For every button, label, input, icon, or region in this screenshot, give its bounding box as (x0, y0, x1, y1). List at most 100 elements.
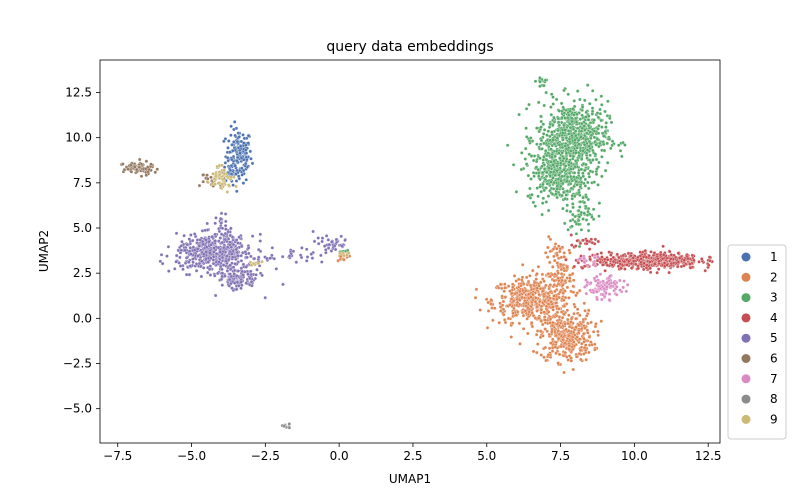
data-point (688, 266, 693, 270)
data-point (524, 107, 529, 111)
data-point (594, 143, 598, 147)
data-point (551, 138, 555, 142)
data-point (491, 318, 495, 323)
data-point (548, 274, 553, 279)
data-point (155, 167, 160, 171)
data-point (225, 254, 229, 258)
data-point (556, 336, 561, 341)
data-point (569, 316, 574, 321)
data-point (579, 167, 583, 172)
data-point (572, 175, 576, 179)
data-point (539, 114, 543, 119)
data-point (567, 122, 572, 126)
data-point (623, 267, 627, 271)
data-point (510, 321, 515, 325)
data-point (525, 316, 529, 321)
data-point (235, 250, 240, 255)
data-point (258, 239, 262, 243)
data-point (544, 170, 549, 175)
data-point (236, 284, 241, 288)
data-point (573, 129, 578, 133)
data-point (582, 200, 587, 205)
data-point (209, 175, 213, 180)
data-point (622, 279, 626, 283)
data-point (569, 167, 573, 171)
data-point (214, 251, 219, 256)
data-point (560, 193, 564, 198)
data-point (549, 92, 554, 96)
data-point (542, 355, 546, 360)
data-point (580, 126, 585, 131)
data-point (608, 116, 612, 121)
data-point (585, 83, 590, 87)
data-point (617, 259, 622, 264)
data-point (586, 206, 591, 211)
legend-label-6: 6 (770, 352, 778, 366)
data-point (205, 173, 209, 177)
data-point (240, 269, 245, 274)
data-point (235, 189, 239, 194)
data-point (179, 244, 184, 248)
data-point (526, 331, 530, 336)
data-point (508, 303, 512, 307)
data-point (570, 133, 574, 138)
data-point (199, 274, 204, 279)
data-point (584, 162, 588, 167)
data-point (708, 259, 712, 263)
legend-label-5: 5 (770, 331, 778, 345)
data-point (535, 350, 539, 355)
data-point (607, 292, 612, 296)
x-tick-label: 2.5 (403, 449, 422, 463)
series-2-points (336, 234, 604, 375)
data-point (543, 345, 548, 350)
data-point (549, 180, 553, 184)
data-point (228, 240, 232, 244)
data-point (577, 244, 582, 249)
data-point (625, 283, 630, 287)
data-point (567, 343, 572, 348)
data-point (535, 329, 540, 333)
data-point (197, 244, 202, 248)
data-point (332, 244, 337, 248)
data-point (530, 324, 535, 329)
data-point (652, 251, 657, 255)
data-point (541, 182, 545, 187)
data-point (538, 142, 543, 147)
data-point (215, 271, 220, 276)
data-point (548, 283, 553, 287)
data-point (551, 169, 556, 174)
data-point (545, 133, 549, 137)
data-point (540, 201, 545, 205)
data-point (567, 279, 572, 283)
data-point (240, 173, 244, 177)
data-point (592, 180, 597, 184)
data-point (586, 331, 590, 335)
data-point (320, 236, 325, 240)
x-tick-label: 12.5 (695, 449, 722, 463)
data-point (535, 126, 539, 130)
data-point (549, 341, 553, 345)
data-point (578, 205, 582, 209)
data-point (529, 287, 534, 292)
data-point (616, 264, 621, 268)
data-point (265, 256, 269, 261)
data-point (554, 351, 558, 355)
data-point (565, 317, 570, 322)
data-point (591, 158, 595, 162)
data-point (209, 256, 213, 260)
data-point (268, 256, 272, 260)
data-point (572, 327, 577, 332)
data-point (564, 157, 569, 161)
data-point (539, 353, 543, 357)
data-point (526, 279, 531, 284)
data-point (568, 219, 573, 223)
data-point (236, 269, 241, 273)
data-point (575, 183, 579, 187)
data-point (589, 320, 593, 325)
data-point (244, 265, 248, 269)
data-point (206, 260, 210, 264)
data-point (562, 167, 566, 172)
data-point (586, 228, 591, 233)
data-point (564, 151, 569, 155)
data-point (599, 319, 604, 323)
